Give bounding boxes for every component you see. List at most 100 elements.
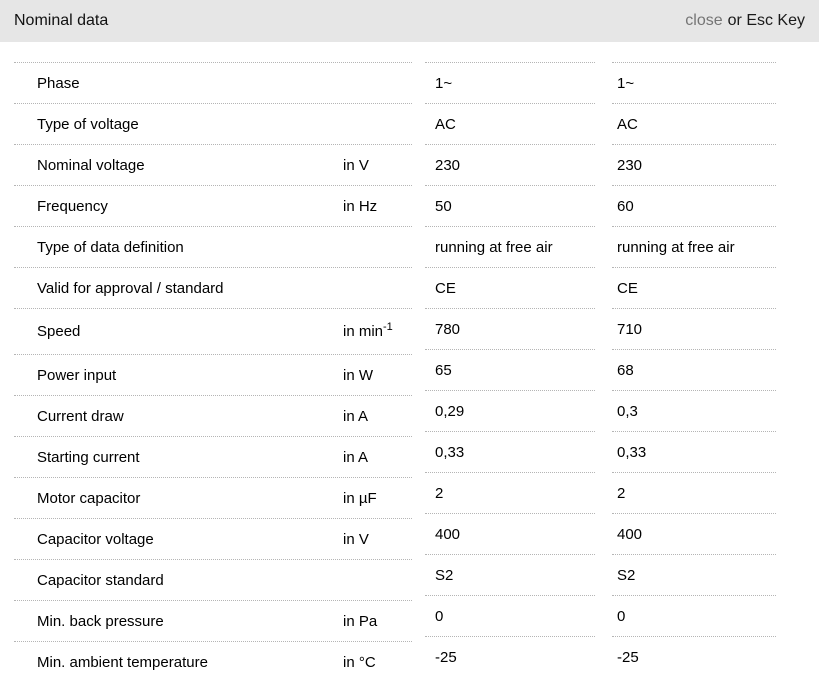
unit-text: in °C [343, 653, 376, 671]
row-value: 0 [435, 607, 444, 625]
row-label: Type of data definition [37, 238, 184, 256]
table-row: Frequency in Hz [14, 185, 412, 226]
table-row: 710 [612, 308, 776, 349]
unit-text: in W [343, 366, 373, 384]
row-value: 2 [435, 484, 444, 502]
table-row: 68 [612, 349, 776, 390]
table-row: Motor capacitor in µF [14, 477, 412, 518]
row-value: 400 [435, 525, 461, 543]
unit-text: in A [343, 407, 369, 425]
row-unit: in V [343, 157, 412, 174]
row-value: 2 [617, 484, 626, 502]
row-value: S2 [435, 566, 454, 584]
table-row: Capacitor standard [14, 559, 412, 600]
table-row: 400 [425, 513, 595, 554]
unit-text: in A [343, 448, 369, 466]
row-value: AC [617, 115, 638, 133]
row-value: CE [617, 279, 638, 297]
values-column-2: 1~ AC 230 60 running at free air CE 710 … [612, 62, 776, 677]
table-row: Starting current in A [14, 436, 412, 477]
table-row: 0,29 [425, 390, 595, 431]
row-unit: in A [343, 408, 412, 425]
table-row: Min. back pressure in Pa [14, 600, 412, 641]
row-label: Speed [37, 323, 81, 340]
table-row: 2 [612, 472, 776, 513]
modal-title: Nominal data [14, 12, 109, 29]
table-row: Valid for approval / standard [14, 267, 412, 308]
row-value: CE [435, 279, 456, 297]
table-row: running at free air [612, 226, 776, 267]
table-row: Min. ambient temperature in °C [14, 641, 412, 682]
row-label: Frequency [37, 197, 108, 215]
unit-text: in V [343, 530, 369, 548]
row-value: running at free air [617, 238, 735, 256]
table-row: 1~ [425, 62, 595, 103]
table-row: S2 [425, 554, 595, 595]
table-row: Speed in min-1 [14, 308, 412, 354]
row-value: S2 [617, 566, 636, 584]
row-value: 230 [617, 156, 643, 174]
row-label: Capacitor voltage [37, 530, 154, 548]
row-value: 780 [435, 320, 461, 338]
unit-text: in Pa [343, 612, 378, 630]
table-row: Current draw in A [14, 395, 412, 436]
row-value: -25 [617, 648, 639, 666]
row-value: AC [435, 115, 456, 133]
table-row: 2 [425, 472, 595, 513]
table-row: 60 [612, 185, 776, 226]
row-value: 0 [617, 607, 626, 625]
row-unit: in W [343, 367, 412, 384]
row-value: 50 [435, 197, 452, 215]
row-value: 0,33 [617, 443, 647, 461]
table-row: 230 [612, 144, 776, 185]
row-label: Type of voltage [37, 115, 139, 133]
table-row: -25 [612, 636, 776, 677]
table-row: Type of voltage [14, 103, 412, 144]
table-row: CE [612, 267, 776, 308]
table-row: Nominal voltage in V [14, 144, 412, 185]
table-row: 0 [425, 595, 595, 636]
table-row: Power input in W [14, 354, 412, 395]
row-unit: in min-1 [343, 321, 412, 341]
row-value: running at free air [435, 238, 553, 256]
row-unit: in Hz [343, 198, 412, 215]
row-label: Min. ambient temperature [37, 653, 208, 671]
row-value: 68 [617, 361, 634, 379]
row-unit: in Pa [343, 613, 412, 630]
table-row: Phase [14, 62, 412, 103]
table-row: 0,33 [425, 431, 595, 472]
row-label: Phase [37, 74, 80, 92]
table-row: AC [425, 103, 595, 144]
row-value: 400 [617, 525, 643, 543]
row-value: 60 [617, 197, 634, 215]
row-value: 0,3 [617, 402, 638, 420]
row-value: 65 [435, 361, 452, 379]
row-label: Motor capacitor [37, 489, 141, 507]
row-unit: in A [343, 449, 412, 466]
row-label: Current draw [37, 407, 124, 425]
table-row: 0,3 [612, 390, 776, 431]
esc-key-hint: or Esc Key [727, 12, 805, 29]
table-row: CE [425, 267, 595, 308]
row-unit: in V [343, 531, 412, 548]
table-row: running at free air [425, 226, 595, 267]
modal-header: Nominal data close or Esc Key [0, 0, 819, 42]
row-value: 1~ [617, 74, 635, 92]
row-value: 0,33 [435, 443, 465, 461]
unit-text: in min [343, 323, 384, 340]
row-value: 710 [617, 320, 643, 338]
values-column-1: 1~ AC 230 50 running at free air CE 780 … [425, 62, 595, 677]
close-button[interactable]: close [685, 12, 723, 29]
unit-text: in V [343, 156, 369, 174]
table-row: -25 [425, 636, 595, 677]
row-unit: in µF [343, 490, 412, 507]
unit-superscript: -1 [383, 321, 393, 333]
table-row: 230 [425, 144, 595, 185]
table-row: 1~ [612, 62, 776, 103]
row-value: -25 [435, 648, 457, 666]
row-label: Starting current [37, 448, 140, 466]
table-row: 0,33 [612, 431, 776, 472]
row-label: Capacitor standard [37, 571, 164, 589]
table-row: Capacitor voltage in V [14, 518, 412, 559]
table-row: 65 [425, 349, 595, 390]
